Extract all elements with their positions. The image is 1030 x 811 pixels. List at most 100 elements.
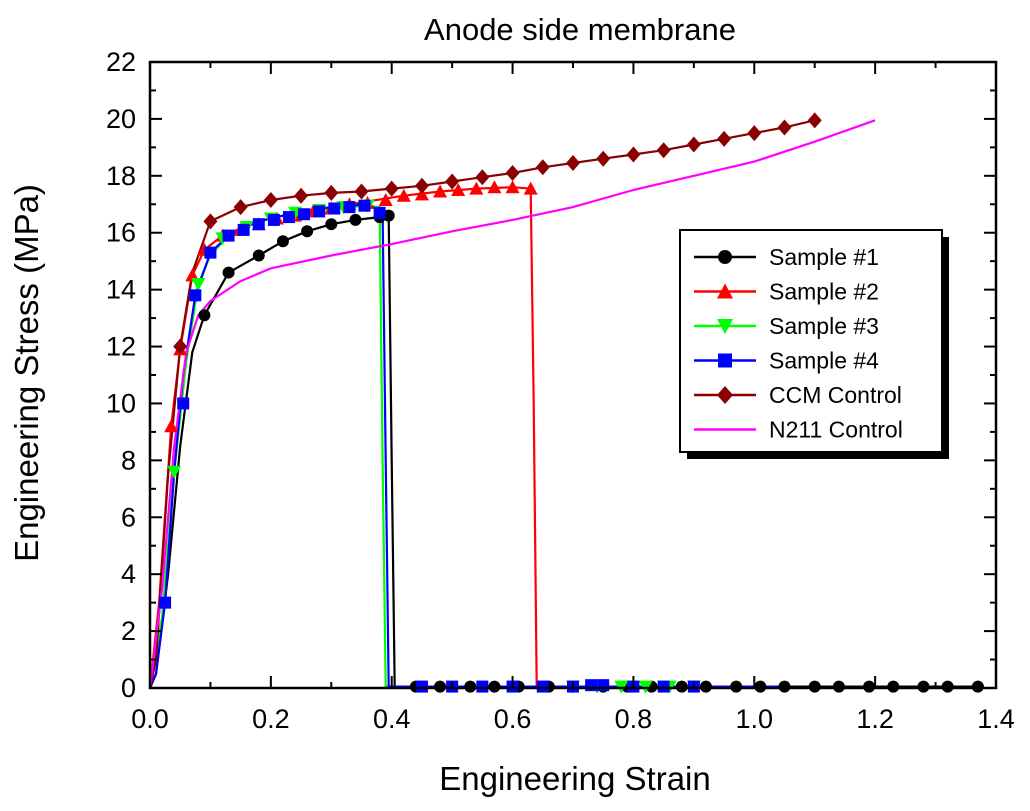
- data-point-sample-1: [488, 680, 501, 693]
- data-point-sample-1: [971, 680, 984, 693]
- legend-label-sample-3: Sample #3: [769, 313, 879, 339]
- data-point-sample-4: [597, 679, 610, 692]
- y-tick-label: 16: [106, 218, 136, 248]
- data-point-sample-2: [523, 181, 538, 195]
- y-tick-label: 4: [121, 559, 136, 589]
- data-point-ccm-control: [535, 159, 550, 176]
- data-point-sample-3: [167, 465, 182, 479]
- data-point-sample-4: [267, 213, 280, 226]
- data-point-sample-2: [433, 184, 448, 198]
- data-point-ccm-control: [203, 213, 218, 230]
- y-tick-label: 20: [106, 104, 136, 134]
- data-point-sample-4: [358, 199, 371, 212]
- data-point-sample-1: [863, 680, 876, 693]
- data-point-sample-2: [414, 187, 429, 201]
- legend-label-sample-1: Sample #1: [769, 244, 879, 270]
- chart-title: Anode side membrane: [424, 12, 736, 47]
- y-tick-label: 8: [121, 445, 136, 475]
- x-tick-label: 1.4: [977, 704, 1015, 734]
- legend-marker-sample-4: [718, 353, 732, 368]
- data-point-sample-4: [373, 206, 386, 219]
- data-point-ccm-control: [566, 155, 580, 172]
- data-point-sample-1: [778, 680, 791, 693]
- data-point-sample-1: [301, 225, 314, 238]
- x-tick-label: 0.4: [373, 704, 411, 734]
- data-point-sample-4: [177, 397, 190, 410]
- data-point-sample-4: [657, 680, 670, 693]
- x-tick-label: 1.2: [856, 704, 894, 734]
- x-tick-label: 0.2: [252, 704, 290, 734]
- x-tick-label: 0.6: [494, 704, 532, 734]
- y-tick-label: 12: [106, 332, 136, 362]
- data-point-ccm-control: [475, 169, 490, 186]
- data-point-sample-4: [585, 679, 598, 692]
- data-point-ccm-control: [233, 199, 248, 216]
- data-point-ccm-control: [173, 338, 188, 355]
- data-point-ccm-control: [505, 164, 520, 181]
- data-point-ccm-control: [747, 125, 762, 142]
- data-point-sample-1: [349, 213, 362, 226]
- data-point-sample-4: [237, 223, 250, 236]
- x-tick-label: 0.8: [615, 704, 653, 734]
- data-point-sample-1: [832, 680, 845, 693]
- data-point-ccm-control: [717, 130, 732, 147]
- data-point-sample-4: [189, 289, 202, 302]
- data-point-sample-1: [252, 249, 265, 262]
- y-tick-label: 22: [106, 47, 136, 77]
- data-point-sample-2: [505, 180, 520, 194]
- y-tick-label: 6: [121, 502, 136, 532]
- data-point-ccm-control: [445, 173, 460, 190]
- data-point-sample-4: [328, 202, 341, 215]
- data-point-ccm-control: [777, 119, 792, 136]
- data-point-ccm-control: [626, 146, 641, 163]
- y-tick-label: 18: [106, 161, 136, 191]
- data-point-sample-2: [164, 419, 179, 433]
- data-point-sample-4: [204, 246, 217, 259]
- y-tick-label: 0: [121, 673, 136, 703]
- data-point-sample-4: [159, 596, 172, 609]
- data-point-sample-1: [325, 218, 338, 231]
- data-point-sample-1: [887, 680, 900, 693]
- data-point-sample-2: [469, 181, 484, 195]
- series-line-n211-control: [148, 119, 876, 689]
- data-point-ccm-control: [324, 184, 339, 201]
- data-point-ccm-control: [294, 187, 309, 204]
- data-point-sample-1: [464, 680, 477, 693]
- data-point-sample-1: [675, 680, 688, 693]
- data-point-sample-1: [222, 266, 235, 279]
- plot-area: [148, 112, 984, 694]
- y-tick-label: 14: [106, 275, 136, 305]
- y-tick-label: 2: [121, 616, 136, 646]
- legend: Sample #1 Sample #2 Sample #3 Sample #4 CCM …: [679, 229, 949, 459]
- legend-marker-sample-3: [717, 319, 733, 334]
- y-tick-label: 10: [106, 388, 136, 418]
- data-point-sample-4: [252, 218, 265, 231]
- legend-marker-ccm-control: [717, 386, 733, 404]
- data-point-ccm-control: [384, 180, 399, 197]
- data-point-ccm-control: [656, 142, 671, 159]
- data-point-sample-3: [191, 277, 206, 291]
- data-point-sample-1: [730, 680, 743, 693]
- data-point-sample-4: [476, 680, 489, 693]
- data-point-ccm-control: [354, 183, 369, 200]
- data-point-sample-1: [941, 680, 954, 693]
- data-point-sample-4: [343, 201, 356, 214]
- data-point-sample-4: [222, 229, 235, 242]
- y-axis-label: Engineering Stress (MPa): [8, 184, 45, 562]
- data-point-ccm-control: [263, 192, 278, 209]
- data-point-sample-1: [917, 680, 930, 693]
- data-point-sample-4: [536, 680, 549, 693]
- legend-label-ccm-control: CCM Control: [769, 382, 902, 408]
- data-point-sample-2: [378, 193, 393, 207]
- data-point-sample-4: [415, 680, 428, 693]
- data-point-sample-1: [198, 309, 211, 322]
- data-point-sample-2: [396, 188, 411, 202]
- data-point-sample-2: [451, 183, 466, 197]
- axis-ticks: 0.0 0.2 0.4 0.6 0.8 1.0 1.2 1.4 0 2 4 6 8 10 12 14 16 18 2…: [106, 47, 1015, 734]
- data-point-sample-1: [434, 680, 447, 693]
- data-point-ccm-control: [686, 136, 701, 153]
- data-point-sample-1: [382, 209, 395, 222]
- data-point-sample-4: [282, 211, 295, 224]
- data-point-sample-2: [487, 180, 502, 194]
